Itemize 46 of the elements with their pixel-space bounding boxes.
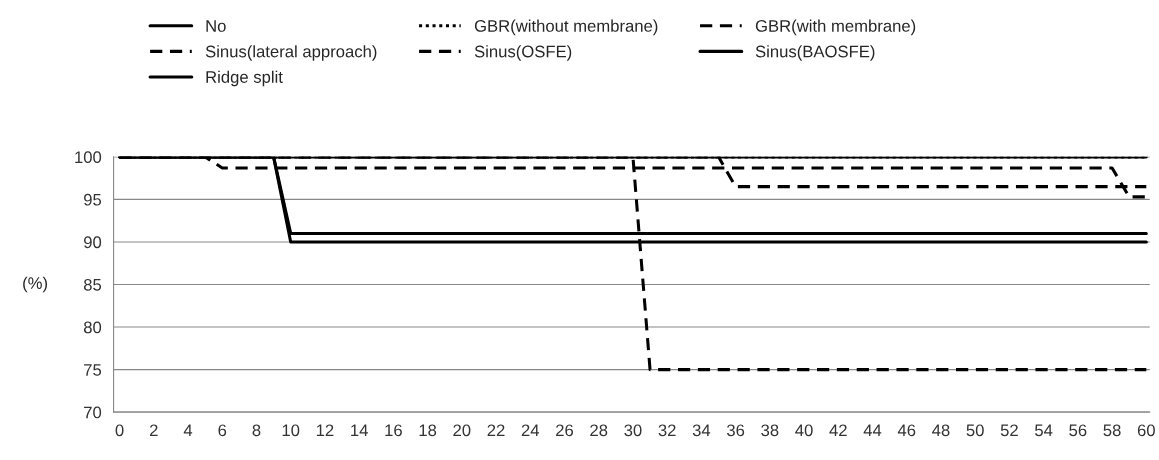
x-tick-label: 40	[795, 424, 813, 437]
y-tick-label: 70	[84, 406, 102, 419]
x-tick-label: 54	[1035, 424, 1053, 437]
legend-label: Ridge split	[206, 70, 283, 87]
legend-label: GBR(without membrane)	[474, 19, 658, 36]
x-tick-label: 0	[115, 424, 124, 437]
x-tick-label: 20	[453, 424, 471, 437]
x-tick-label: 50	[966, 424, 984, 437]
y-tick-label: 95	[84, 193, 102, 206]
legend-label: No	[206, 20, 226, 32]
x-tick-label: 30	[624, 424, 642, 437]
x-tick-label: 14	[351, 424, 368, 437]
x-tick-label: 38	[761, 424, 779, 437]
x-tick-label: 16	[385, 424, 402, 437]
y-tick-label: 90	[84, 236, 102, 249]
x-tick-label: 8	[252, 424, 261, 437]
y-tick-label: 100	[75, 151, 102, 164]
x-tick-label: 10	[282, 424, 300, 437]
y-tick-label: 85	[83, 278, 102, 291]
legend-label: Sinus(OSFE)	[474, 45, 572, 61]
x-tick-label: 44	[863, 424, 882, 437]
x-tick-label: 28	[590, 424, 608, 437]
x-tick-label: 22	[487, 424, 505, 437]
x-tick-label: 4	[183, 424, 193, 437]
x-tick-label: 32	[658, 424, 676, 437]
x-tick-label: 34	[692, 424, 711, 437]
x-tick-label: 46	[897, 424, 916, 437]
x-tick-label: 52	[1000, 424, 1018, 437]
x-tick-label: 58	[1103, 424, 1121, 437]
legend-label: Sinus(lateral approach)	[205, 45, 377, 61]
y-tick-label: 80	[83, 321, 102, 334]
x-tick-label: 56	[1069, 424, 1087, 437]
x-tick-label: 18	[419, 424, 437, 437]
x-tick-label: 2	[150, 424, 158, 437]
x-tick-label: 60	[1137, 424, 1155, 437]
x-tick-label: 26	[556, 424, 574, 437]
x-tick-label: 36	[726, 424, 745, 437]
legend-label: Sinus(BAOSFE)	[755, 45, 875, 61]
y-tick-label: 75	[84, 364, 102, 376]
x-tick-label: 6	[218, 424, 227, 437]
x-tick-label: 12	[316, 424, 334, 437]
y-axis-title: (%)	[23, 276, 48, 293]
x-tick-label: 42	[829, 424, 847, 437]
x-tick-label: 24	[521, 424, 540, 437]
legend-label: GBR(with membrane)	[755, 19, 916, 36]
x-tick-label: 48	[932, 424, 950, 437]
